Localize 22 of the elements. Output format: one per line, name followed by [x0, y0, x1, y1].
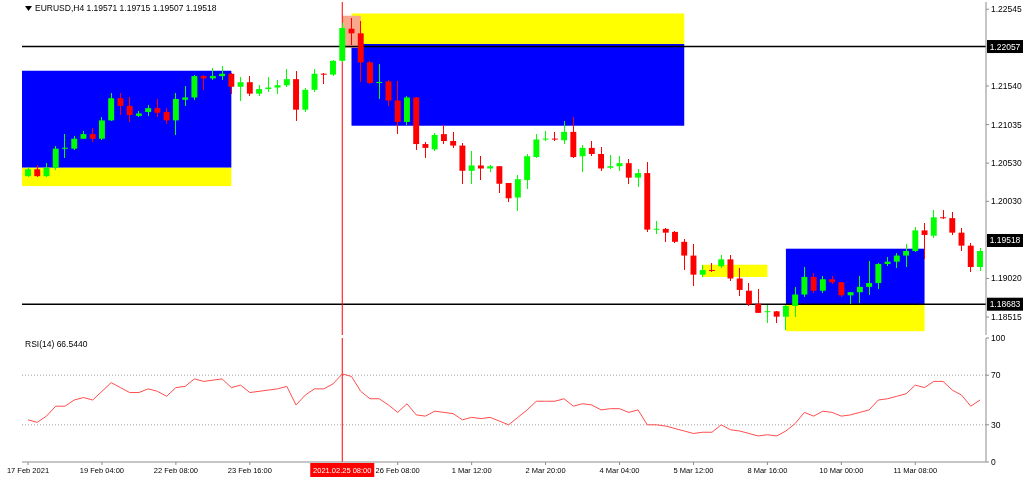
chart-title: RSI(14) 66.5440 [25, 339, 88, 349]
y-tick-label: 1.20530 [991, 158, 1022, 169]
candlestick [62, 134, 68, 158]
y-tick-label: 70 [991, 370, 1001, 381]
y-tick-label: 100 [991, 333, 1006, 344]
candlestick [376, 64, 383, 99]
line-series [27, 373, 981, 437]
candlestick [764, 305, 771, 323]
y-tick-label: 1.21035 [991, 119, 1022, 130]
y-tick-label: 1.22545 [991, 4, 1022, 15]
y-tick-label: 1.21540 [991, 81, 1022, 92]
annotation: 1.19518 [987, 233, 1023, 247]
y-tick-label: 1.18515 [991, 312, 1022, 323]
y-tick-label: 30 [991, 419, 1001, 430]
y-tick-label: 1.19020 [991, 273, 1022, 284]
ref-line-label: 1.22057 [989, 41, 1021, 52]
ref-line-label: 1.18683 [989, 299, 1021, 310]
y-tick-label: 1.20030 [991, 196, 1022, 207]
chart-title: EURUSD,H4 1.19571 1.19715 1.19507 1.19518 [35, 3, 217, 13]
candlestick [320, 73, 327, 84]
candlestick [542, 131, 549, 141]
y-tick-label: 0 [991, 457, 996, 468]
